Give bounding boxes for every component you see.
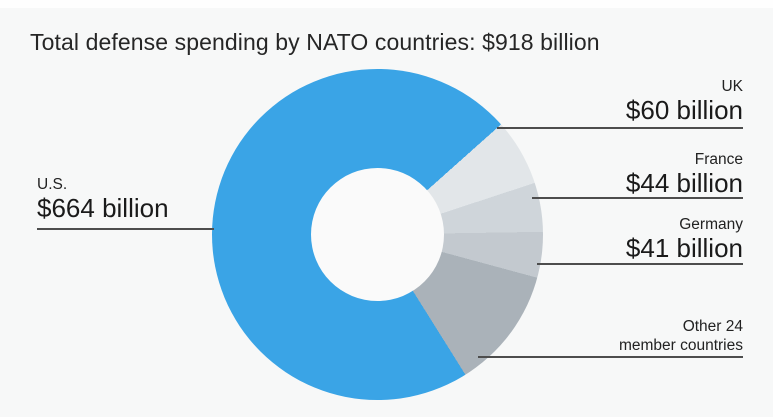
leader-line-germany <box>537 263 743 265</box>
callout-us: U.S. $664 billion <box>37 176 169 222</box>
segment-value-us: $664 billion <box>37 193 169 223</box>
segment-label-us: U.S. <box>37 176 68 193</box>
donut-chart <box>212 69 543 400</box>
leader-line-uk <box>497 127 743 129</box>
leader-line-france <box>532 197 743 199</box>
segment-label-other-line1: Other 24 <box>682 318 743 335</box>
segment-label-other-line2: member countries <box>618 337 743 354</box>
segment-value-france: $44 billion <box>625 168 743 198</box>
top-strip <box>0 0 773 8</box>
segment-label-germany: Germany <box>679 216 743 233</box>
segment-label-uk: UK <box>721 78 743 95</box>
callout-france: France $44 billion <box>626 151 743 197</box>
donut-hole <box>311 168 444 301</box>
segment-value-uk: $60 billion <box>625 95 743 125</box>
leader-line-us <box>37 228 214 230</box>
chart-title: Total defense spending by NATO countries… <box>30 29 600 55</box>
callout-germany: Germany $41 billion <box>626 216 743 262</box>
callout-uk: UK $60 billion <box>626 78 743 124</box>
leader-line-other <box>478 356 743 358</box>
segment-value-germany: $41 billion <box>625 233 743 263</box>
callout-other: Other 24 member countries <box>619 317 743 355</box>
segment-label-france: France <box>694 151 743 168</box>
